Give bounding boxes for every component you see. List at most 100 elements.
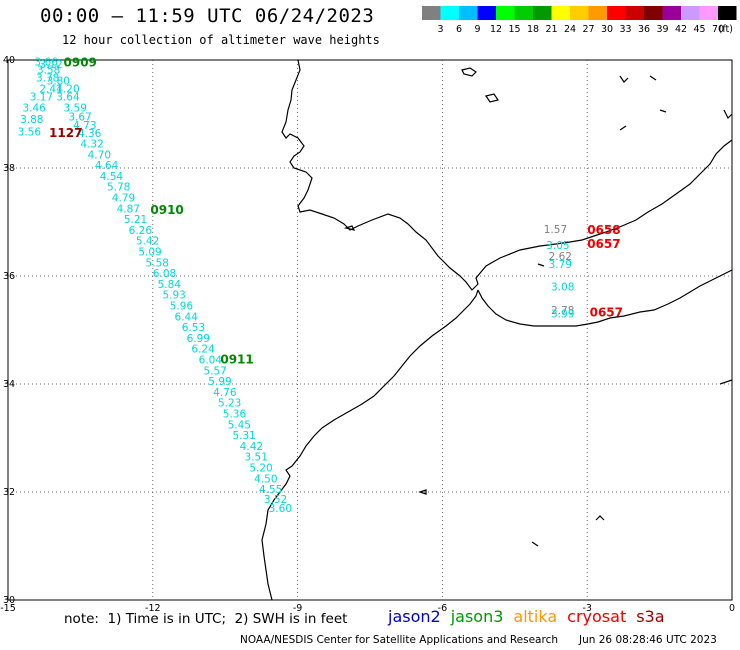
lon-tick-label: -15 bbox=[0, 603, 16, 614]
lat-tick-label: 30 bbox=[3, 595, 15, 606]
pass-time-label: 0658 bbox=[587, 223, 620, 237]
map-title: 00:00 – 11:59 UTC 06/24/2023 bbox=[40, 5, 375, 27]
wave-height-label: 6.99 bbox=[187, 333, 210, 345]
wave-height-label: 6.08 bbox=[153, 268, 176, 280]
island-feature bbox=[485, 93, 499, 103]
wave-height-label: 5.57 bbox=[203, 365, 226, 377]
island-feature bbox=[537, 263, 545, 267]
island-feature bbox=[619, 75, 629, 83]
africa-med-coastline bbox=[477, 269, 733, 327]
island-feature bbox=[343, 225, 356, 231]
island-feature bbox=[418, 489, 427, 495]
island-feature bbox=[461, 67, 477, 77]
wave-height-label: 3.51 bbox=[245, 452, 268, 464]
wave-height-label: 3.59 bbox=[64, 102, 87, 114]
island-feature bbox=[595, 515, 605, 521]
wave-height-label: 4.87 bbox=[117, 203, 140, 215]
legend-altika: altika bbox=[513, 607, 558, 626]
lat-tick-label: 40 bbox=[3, 55, 15, 66]
island-feature bbox=[719, 379, 733, 385]
wave-height-label: 6.44 bbox=[175, 311, 199, 323]
wave-height-label: 5.78 bbox=[107, 182, 130, 194]
wave-height-label: 5.09 bbox=[138, 246, 161, 258]
island-feature bbox=[619, 125, 627, 131]
wave-height-label: 2.41 bbox=[39, 83, 62, 95]
lon-tick-label: -3 bbox=[582, 603, 591, 614]
pass-time-label: 0911 bbox=[220, 352, 253, 366]
wave-height-label: 1.57 bbox=[544, 224, 567, 236]
africa-coastline bbox=[261, 289, 479, 601]
pass-time-label: 0657 bbox=[587, 237, 620, 251]
satellite-legend: jason2 jason3 altika cryosat s3a bbox=[388, 607, 675, 626]
wave-height-label: 5.93 bbox=[162, 290, 185, 302]
wave-height-label: 6.24 bbox=[191, 344, 215, 356]
island-feature bbox=[531, 541, 539, 547]
legend-jason2: jason2 bbox=[388, 607, 441, 626]
wave-height-label: 3.66 bbox=[35, 56, 59, 68]
legend-s3a: s3a bbox=[636, 607, 665, 626]
wave-height-label: 4.42 bbox=[240, 441, 263, 453]
lat-tick-label: 32 bbox=[3, 487, 15, 498]
wave-height-label: 5.45 bbox=[228, 419, 251, 431]
wave-height-label: 6.26 bbox=[129, 225, 153, 237]
wave-height-label: 5.31 bbox=[232, 430, 255, 442]
lon-tick-label: -9 bbox=[293, 603, 302, 614]
lon-tick-label: -6 bbox=[438, 603, 447, 614]
lat-tick-label: 34 bbox=[3, 379, 15, 390]
wave-height-label: 5.21 bbox=[124, 214, 147, 226]
wave-height-label: 3.67 bbox=[68, 111, 91, 123]
wave-height-label: 3.17 bbox=[30, 92, 53, 104]
wave-height-label: 5.58 bbox=[146, 257, 169, 269]
wave-height-label: 3.58 bbox=[37, 65, 60, 77]
lat-tick-label: 36 bbox=[3, 271, 15, 282]
wave-height-label: 5.84 bbox=[158, 279, 182, 291]
wave-height-label: 3.46 bbox=[22, 102, 46, 114]
wave-height-label: 3.64 bbox=[56, 92, 80, 104]
wave-height-label: 4.50 bbox=[254, 473, 277, 485]
wave-height-label: 3.52 bbox=[264, 494, 287, 506]
wave-height-label: 2.62 bbox=[549, 251, 572, 263]
wave-height-label: 3.12 bbox=[39, 59, 62, 71]
wave-height-label: 5.99 bbox=[208, 376, 231, 388]
island-feature bbox=[649, 75, 657, 81]
wave-height-label: 4.73 bbox=[73, 120, 96, 132]
lon-tick-label: -12 bbox=[145, 603, 161, 614]
satellite-track: 3.663.123.583.783.802.414.203.17 3.64 3.46… bbox=[18, 56, 292, 515]
med-track: 1.57 3.052.623.79 3.08 2.783.99 bbox=[544, 224, 575, 321]
island-feature bbox=[659, 109, 667, 113]
wave-height-label: 3.99 bbox=[551, 309, 574, 321]
lat-tick-label: 38 bbox=[3, 163, 15, 174]
wave-height-label: 3.05 bbox=[546, 240, 569, 252]
pass-time-label: 1127 bbox=[49, 126, 82, 140]
wave-height-label: 5.20 bbox=[249, 462, 272, 474]
wave-height-label: 3.79 bbox=[549, 259, 572, 271]
pass-time-label: 0910 bbox=[150, 203, 183, 217]
lon-tick-label: 0 bbox=[729, 603, 735, 614]
island-feature bbox=[723, 109, 733, 120]
wave-height-label: 5.42 bbox=[136, 236, 159, 248]
wave-height-label: 3.88 bbox=[20, 114, 43, 126]
pass-time-label: 0909 bbox=[64, 55, 97, 69]
generated-timestamp: Jun 26 08:28:46 UTC 2023 bbox=[579, 634, 717, 646]
wave-height-label: 2.78 bbox=[551, 305, 574, 317]
wave-height-label: 4.55 bbox=[259, 484, 282, 496]
wave-height-label: 4.76 bbox=[213, 387, 237, 399]
wave-height-label: 4.70 bbox=[88, 149, 111, 161]
wave-height-label: 3.78 bbox=[36, 73, 59, 85]
wave-height-label: 5.23 bbox=[218, 398, 241, 410]
wave-height-label: 4.79 bbox=[112, 192, 135, 204]
wave-height-label: 3.56 bbox=[18, 127, 42, 139]
graticule bbox=[8, 60, 732, 600]
map-frame bbox=[7, 59, 733, 601]
wave-height-label: 6.04 bbox=[199, 354, 223, 366]
legend-cryosat: cryosat bbox=[567, 607, 627, 626]
footer-note: note: 1) Time is in UTC; 2) SWH is in fe… bbox=[64, 611, 348, 627]
wave-height-label: 5.96 bbox=[170, 300, 194, 312]
coastline bbox=[261, 59, 733, 601]
wave-height-label: 4.32 bbox=[80, 138, 103, 150]
legend-jason3: jason3 bbox=[450, 607, 504, 626]
map-subtitle: 12 hour collection of altimeter wave hei… bbox=[62, 33, 380, 47]
wave-height-label: 6.53 bbox=[182, 322, 205, 334]
